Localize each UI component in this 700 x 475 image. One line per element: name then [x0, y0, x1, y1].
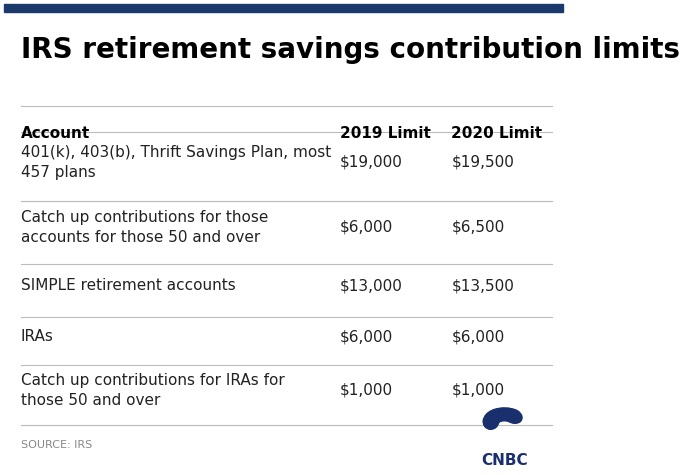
Text: 401(k), 403(b), Thrift Savings Plan, most
457 plans: 401(k), 403(b), Thrift Savings Plan, mos… [21, 145, 331, 180]
Text: $6,000: $6,000 [340, 330, 393, 344]
Text: $13,000: $13,000 [340, 278, 402, 294]
Text: CNBC: CNBC [481, 453, 528, 468]
Text: Catch up contributions for those
accounts for those 50 and over: Catch up contributions for those account… [21, 210, 268, 245]
Text: IRS retirement savings contribution limits: IRS retirement savings contribution limi… [21, 37, 680, 65]
Text: $13,500: $13,500 [452, 278, 514, 294]
Ellipse shape [504, 409, 522, 423]
Ellipse shape [484, 410, 501, 426]
Ellipse shape [487, 408, 506, 423]
Text: SOURCE: IRS: SOURCE: IRS [21, 440, 92, 450]
Text: $6,000: $6,000 [340, 220, 393, 235]
Text: 2019 Limit: 2019 Limit [340, 126, 430, 142]
Text: Account: Account [21, 126, 90, 142]
Ellipse shape [498, 408, 517, 421]
Text: 2020 Limit: 2020 Limit [452, 126, 542, 142]
Ellipse shape [492, 408, 512, 421]
Bar [4, 4, 563, 12]
Text: $19,000: $19,000 [340, 155, 402, 170]
Ellipse shape [483, 413, 499, 429]
Text: SIMPLE retirement accounts: SIMPLE retirement accounts [21, 278, 236, 294]
Text: $6,000: $6,000 [452, 330, 505, 344]
Text: $1,000: $1,000 [340, 383, 393, 398]
Text: $6,500: $6,500 [452, 220, 505, 235]
Text: $1,000: $1,000 [452, 383, 505, 398]
Text: $19,500: $19,500 [452, 155, 514, 170]
Text: Catch up contributions for IRAs for
those 50 and over: Catch up contributions for IRAs for thos… [21, 373, 285, 408]
Text: IRAs: IRAs [21, 330, 54, 344]
